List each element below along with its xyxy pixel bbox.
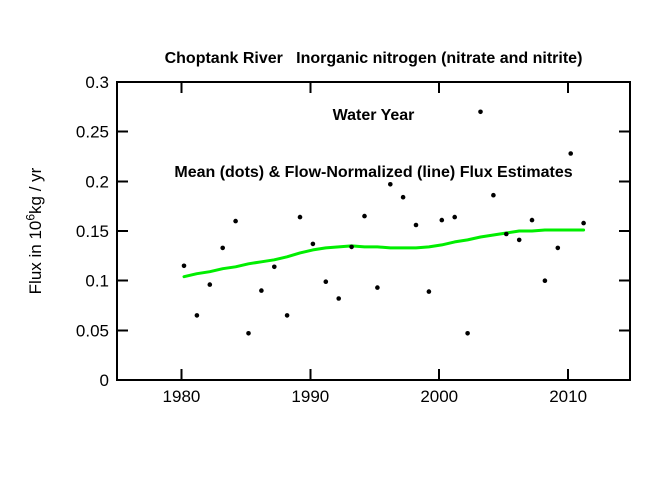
- y-tick-label: 0.25: [76, 123, 109, 142]
- mean-flux-dot: [465, 331, 470, 336]
- x-tick-label: 2010: [549, 387, 587, 406]
- mean-flux-dot: [400, 194, 406, 200]
- mean-flux-dot: [246, 331, 251, 336]
- mean-flux-dot: [388, 182, 393, 187]
- mean-flux-dot: [439, 217, 445, 223]
- y-tick-label: 0.15: [76, 222, 109, 241]
- mean-flux-dot: [310, 241, 316, 247]
- mean-flux-dot: [491, 192, 496, 198]
- mean-flux-dot: [349, 244, 354, 250]
- mean-flux-dot: [581, 220, 586, 226]
- mean-flux-dot: [220, 245, 225, 251]
- mean-flux-dot: [426, 289, 432, 294]
- mean-flux-dot: [259, 288, 264, 293]
- chart-title-line1: Choptank River Inorganic nitrogen (nitra…: [164, 50, 583, 67]
- y-tick-label: 0.05: [76, 321, 109, 340]
- mean-flux-dot: [297, 214, 303, 220]
- x-tick-label: 1990: [291, 387, 329, 406]
- x-tick-label: 2000: [420, 387, 458, 406]
- y-tick-label: 0: [100, 371, 109, 390]
- mean-flux-dot: [504, 231, 509, 237]
- mean-flux-dot: [181, 263, 187, 269]
- mean-flux-dot: [555, 245, 561, 251]
- mean-flux-dot: [375, 285, 380, 290]
- mean-flux-dot: [284, 313, 290, 318]
- mean-flux-dot: [568, 151, 573, 156]
- y-tick-label: 0.3: [85, 73, 109, 92]
- chart-title-line3: Mean (dots) & Flow-Normalized (line) Flu…: [174, 164, 573, 181]
- mean-flux-dot: [478, 109, 483, 115]
- flow-normalized-line: [182, 228, 586, 279]
- mean-flux-dot: [413, 222, 419, 228]
- mean-flux-dot: [272, 264, 277, 270]
- mean-flux-dot: [542, 278, 548, 284]
- mean-flux-dot: [194, 313, 200, 318]
- y-tick-label: 0.1: [85, 272, 109, 291]
- mean-flux-dot: [233, 218, 238, 224]
- mean-flux-dot: [362, 213, 367, 219]
- chart-title: Choptank River Inorganic nitrogen (nitra…: [117, 11, 630, 220]
- mean-flux-dot: [336, 296, 342, 301]
- mean-flux-dot: [207, 282, 213, 287]
- mean-flux-dot: [452, 214, 458, 220]
- y-tick-label: 0.2: [85, 172, 109, 191]
- mean-flux-dot: [516, 237, 522, 243]
- chart-title-line2: Water Year: [332, 107, 415, 124]
- mean-flux-dot: [529, 217, 535, 223]
- x-tick-label: 1980: [163, 387, 201, 406]
- mean-flux-dot: [323, 279, 329, 285]
